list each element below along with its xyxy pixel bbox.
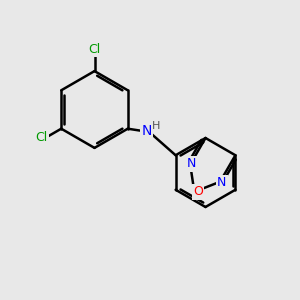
Text: O: O: [193, 185, 203, 198]
Text: H: H: [152, 121, 160, 131]
Text: Cl: Cl: [36, 131, 48, 144]
Text: N: N: [141, 124, 152, 138]
Text: Cl: Cl: [88, 43, 101, 56]
Text: N: N: [217, 176, 226, 189]
Text: N: N: [187, 158, 196, 170]
